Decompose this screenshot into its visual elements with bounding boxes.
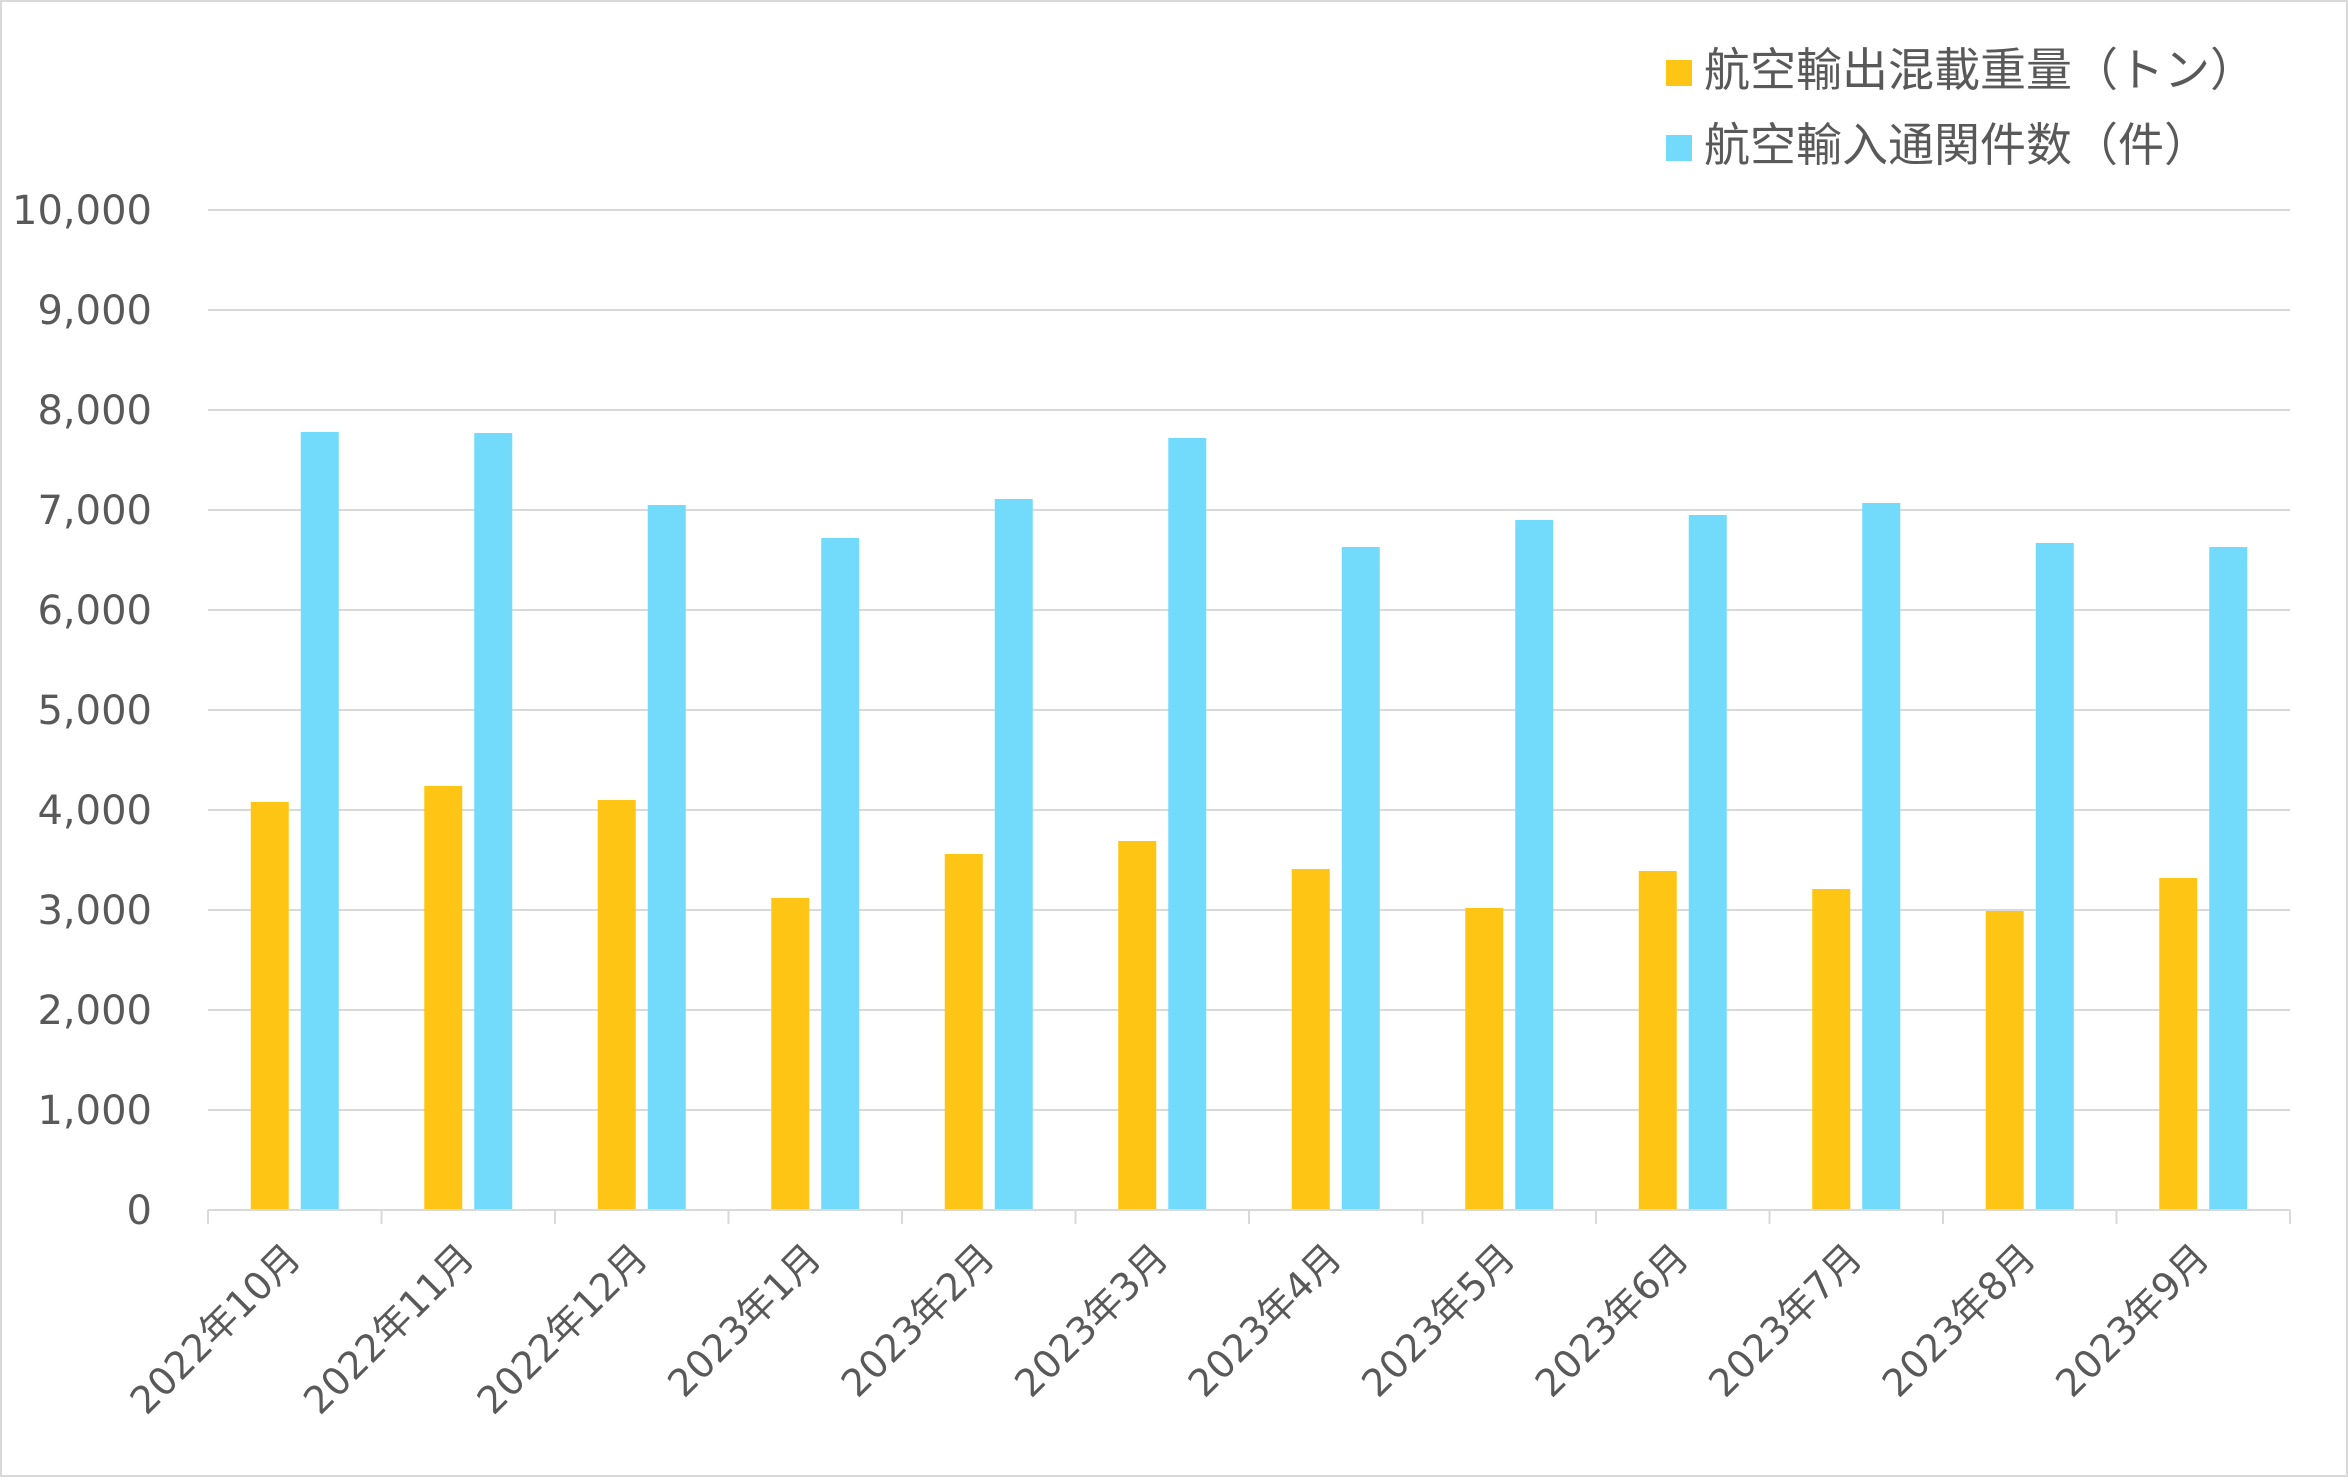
y-tick-label: 1,000 <box>37 1088 152 1134</box>
legend-swatch-export-weight <box>1666 60 1692 86</box>
bar-export-weight <box>424 786 463 1210</box>
bar-import-clearances <box>1168 438 1207 1210</box>
x-tick-label: 2022年11月 <box>295 1235 482 1422</box>
bars <box>250 432 2248 1210</box>
bar-export-weight <box>250 802 289 1210</box>
bar-export-weight <box>944 854 983 1210</box>
gridlines <box>208 209 2290 1111</box>
bar-import-clearances <box>300 432 339 1210</box>
bar-import-clearances <box>2035 543 2074 1210</box>
bar-import-clearances <box>2209 547 2248 1210</box>
bar-import-clearances <box>474 433 513 1210</box>
bar-import-clearances <box>994 499 1033 1210</box>
x-tick-label: 2022年12月 <box>469 1235 656 1422</box>
bar-export-weight <box>1291 869 1330 1210</box>
x-tick-label: 2023年6月 <box>1527 1235 1697 1405</box>
bar-import-clearances <box>647 505 686 1210</box>
bar-export-weight <box>1465 908 1504 1210</box>
bar-export-weight <box>1812 889 1851 1210</box>
bar-export-weight <box>2159 878 2198 1210</box>
bar-import-clearances <box>1688 515 1727 1210</box>
bar-import-clearances <box>821 538 860 1210</box>
bar-import-clearances <box>1341 547 1380 1210</box>
y-tick-label: 8,000 <box>37 388 152 434</box>
y-tick-label: 7,000 <box>37 488 152 534</box>
x-tick-label: 2023年4月 <box>1180 1235 1350 1405</box>
legend-swatch-import-clearances <box>1666 135 1692 161</box>
y-tick-label: 0 <box>127 1188 152 1234</box>
y-tick-label: 3,000 <box>37 888 152 934</box>
y-tick-label: 10,000 <box>12 188 152 234</box>
bar-export-weight <box>1118 841 1157 1210</box>
y-tick-label: 9,000 <box>37 288 152 334</box>
bar-export-weight <box>1985 911 2024 1210</box>
x-tick-label: 2023年9月 <box>2047 1235 2217 1405</box>
x-tick-label: 2022年10月 <box>122 1235 309 1422</box>
x-axis <box>207 1209 2291 1224</box>
x-tick-label: 2023年5月 <box>1353 1235 1523 1405</box>
x-tick-label: 2023年1月 <box>659 1235 829 1405</box>
y-tick-label: 2,000 <box>37 988 152 1034</box>
bar-export-weight <box>1638 871 1677 1210</box>
bar-import-clearances <box>1862 503 1901 1210</box>
y-tick-label: 5,000 <box>37 688 152 734</box>
x-tick-label: 2023年8月 <box>1874 1235 2044 1405</box>
y-tick-label: 4,000 <box>37 788 152 834</box>
x-tick-label: 2023年3月 <box>1006 1235 1176 1405</box>
x-tick-label: 2023年2月 <box>833 1235 1003 1405</box>
x-tick-label: 2023年7月 <box>1700 1235 1870 1405</box>
bar-export-weight <box>597 800 636 1210</box>
legend-label-export-weight: 航空輸出混載重量（トン） <box>1704 43 2256 97</box>
bar-import-clearances <box>1515 520 1554 1210</box>
y-tick-labels: 0 1,000 2,000 3,000 4,000 5,000 6,000 7,000 8,00… <box>12 188 152 1234</box>
bar-export-weight <box>771 898 810 1210</box>
legend: 航空輸出混載重量（トン） 航空輸入通関件数（件） <box>1666 43 2256 172</box>
y-tick-label: 6,000 <box>37 588 152 634</box>
legend-label-import-clearances: 航空輸入通関件数（件） <box>1704 118 2210 172</box>
